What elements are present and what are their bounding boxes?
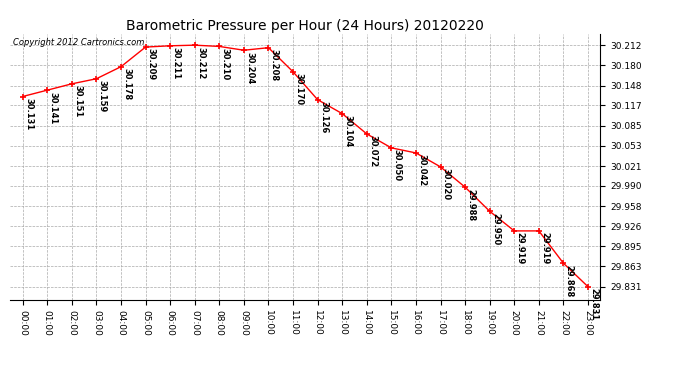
Text: 29.919: 29.919	[515, 232, 524, 264]
Title: Barometric Pressure per Hour (24 Hours) 20120220: Barometric Pressure per Hour (24 Hours) …	[126, 19, 484, 33]
Text: Copyright 2012 Cartronics.com: Copyright 2012 Cartronics.com	[13, 38, 145, 47]
Text: 30.104: 30.104	[344, 115, 353, 147]
Text: 30.210: 30.210	[221, 48, 230, 80]
Text: 30.020: 30.020	[442, 168, 451, 200]
Text: 30.151: 30.151	[73, 85, 82, 118]
Text: 30.208: 30.208	[270, 49, 279, 81]
Text: 30.211: 30.211	[172, 47, 181, 80]
Text: 30.170: 30.170	[295, 73, 304, 105]
Text: 30.042: 30.042	[417, 154, 426, 187]
Text: 29.831: 29.831	[589, 288, 598, 320]
Text: 30.204: 30.204	[245, 52, 254, 84]
Text: 30.178: 30.178	[122, 68, 131, 100]
Text: 29.868: 29.868	[565, 265, 574, 297]
Text: 30.209: 30.209	[147, 48, 156, 81]
Text: 30.212: 30.212	[196, 46, 205, 79]
Text: 30.159: 30.159	[98, 80, 107, 112]
Text: 30.050: 30.050	[393, 149, 402, 182]
Text: 29.988: 29.988	[466, 189, 475, 220]
Text: 30.131: 30.131	[24, 98, 33, 130]
Text: 29.919: 29.919	[540, 232, 549, 264]
Text: 30.141: 30.141	[48, 92, 57, 124]
Text: 30.072: 30.072	[368, 135, 377, 167]
Text: 30.126: 30.126	[319, 101, 328, 134]
Text: 29.950: 29.950	[491, 213, 500, 245]
